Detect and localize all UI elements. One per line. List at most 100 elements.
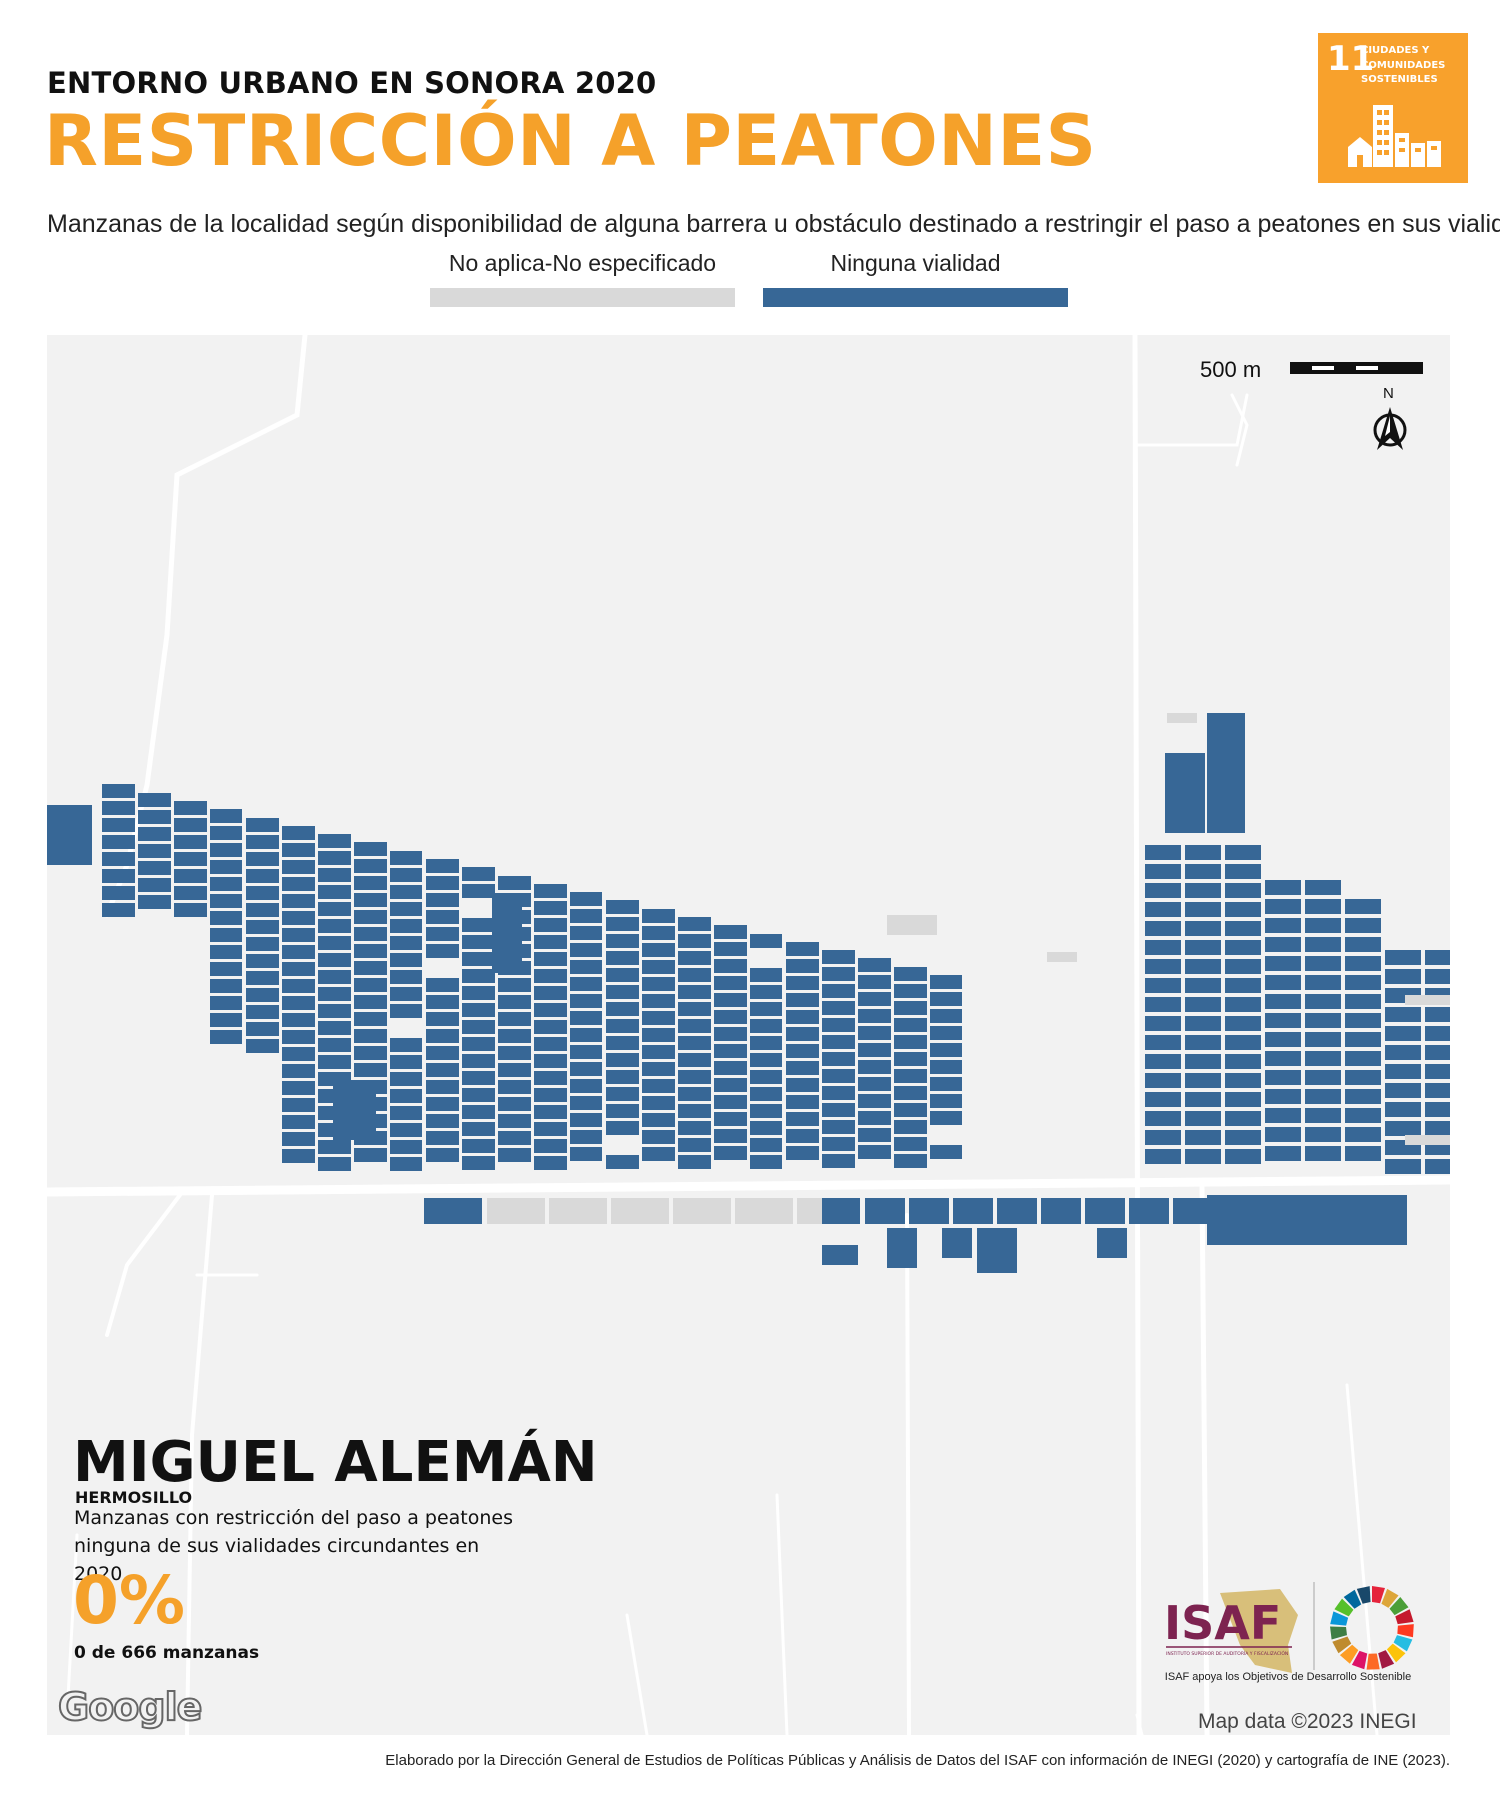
city-block[interactable] — [282, 928, 315, 942]
city-block[interactable] — [1185, 1130, 1221, 1145]
city-block[interactable] — [462, 969, 495, 983]
city-block[interactable] — [570, 1028, 602, 1042]
city-block[interactable] — [282, 996, 315, 1010]
city-block[interactable] — [390, 1038, 422, 1052]
city-block[interactable] — [354, 1012, 387, 1026]
city-block[interactable] — [1345, 1146, 1381, 1161]
city-block[interactable] — [390, 1106, 422, 1120]
city-block[interactable] — [1207, 713, 1245, 833]
city-block[interactable] — [1265, 1051, 1301, 1066]
city-block[interactable] — [930, 992, 962, 1006]
city-block[interactable] — [390, 1055, 422, 1069]
city-block[interactable] — [714, 925, 747, 939]
city-block[interactable] — [354, 1029, 387, 1043]
city-block[interactable] — [282, 894, 315, 908]
city-block[interactable] — [318, 1157, 351, 1171]
city-block[interactable] — [930, 1060, 962, 1074]
city-block[interactable] — [1185, 1111, 1221, 1126]
city-block[interactable] — [822, 1154, 855, 1168]
city-block[interactable] — [1145, 902, 1181, 917]
city-block[interactable] — [210, 979, 242, 993]
city-block[interactable] — [1345, 1013, 1381, 1028]
city-block[interactable] — [606, 1036, 639, 1050]
city-block[interactable] — [894, 984, 927, 998]
city-block[interactable] — [894, 1086, 927, 1100]
city-block[interactable] — [678, 1036, 711, 1050]
city-block[interactable] — [138, 793, 171, 807]
city-block[interactable] — [174, 835, 207, 849]
city-block[interactable] — [390, 1004, 422, 1018]
city-block[interactable] — [1345, 1108, 1381, 1123]
city-block[interactable] — [1185, 864, 1221, 879]
city-block[interactable] — [174, 869, 207, 883]
city-block[interactable] — [930, 1145, 962, 1159]
city-block[interactable] — [1225, 845, 1261, 860]
city-block[interactable] — [1345, 994, 1381, 1009]
city-block[interactable] — [1385, 1083, 1421, 1098]
city-block[interactable] — [858, 1111, 891, 1125]
city-block[interactable] — [1265, 994, 1301, 1009]
city-block[interactable] — [1265, 1089, 1301, 1104]
city-block[interactable] — [642, 943, 675, 957]
city-block[interactable] — [786, 993, 819, 1007]
city-block[interactable] — [498, 1114, 531, 1128]
city-block[interactable] — [354, 1148, 387, 1162]
city-block[interactable] — [1345, 899, 1381, 914]
city-block[interactable] — [1385, 1064, 1421, 1079]
city-block[interactable] — [1425, 1007, 1450, 1022]
city-block[interactable] — [642, 909, 675, 923]
city-block[interactable] — [534, 969, 567, 983]
city-block[interactable] — [1225, 1130, 1261, 1145]
city-block[interactable] — [534, 1003, 567, 1017]
city-block[interactable] — [210, 1013, 242, 1027]
city-block[interactable] — [534, 1156, 567, 1170]
city-block[interactable] — [1225, 1054, 1261, 1069]
city-block[interactable] — [930, 1009, 962, 1023]
city-block[interactable] — [498, 1131, 531, 1145]
city-block[interactable] — [210, 996, 242, 1010]
city-block[interactable] — [1425, 1064, 1450, 1079]
city-block[interactable] — [1305, 918, 1341, 933]
city-block[interactable] — [570, 1045, 602, 1059]
city-block[interactable] — [606, 1104, 639, 1118]
city-block[interactable] — [534, 986, 567, 1000]
city-block[interactable] — [174, 886, 207, 900]
city-block[interactable] — [1345, 1127, 1381, 1142]
city-block[interactable] — [390, 953, 422, 967]
city-block[interactable] — [678, 1155, 711, 1169]
city-block[interactable] — [210, 911, 242, 925]
city-block[interactable] — [1185, 1035, 1221, 1050]
city-block[interactable] — [858, 1128, 891, 1142]
city-block[interactable] — [534, 1088, 567, 1102]
city-block[interactable] — [714, 1112, 747, 1126]
city-block[interactable] — [534, 1054, 567, 1068]
city-block[interactable] — [498, 978, 531, 992]
city-block[interactable] — [822, 1086, 855, 1100]
city-block[interactable] — [570, 1147, 602, 1161]
city-block[interactable] — [1145, 1130, 1181, 1145]
city-block[interactable] — [1145, 1016, 1181, 1031]
city-block[interactable] — [642, 1130, 675, 1144]
city-block[interactable] — [678, 1053, 711, 1067]
city-block[interactable] — [1425, 950, 1450, 965]
city-block[interactable] — [534, 1037, 567, 1051]
city-block[interactable] — [1305, 975, 1341, 990]
city-block[interactable] — [822, 1198, 860, 1224]
city-block[interactable] — [318, 834, 351, 848]
city-block[interactable] — [894, 1052, 927, 1066]
city-block[interactable] — [246, 1039, 279, 1053]
city-block[interactable] — [570, 994, 602, 1008]
city-block[interactable] — [318, 936, 351, 950]
city-block[interactable] — [1185, 1092, 1221, 1107]
city-block[interactable] — [318, 987, 351, 1001]
city-block[interactable] — [611, 1198, 669, 1224]
city-block[interactable] — [750, 1070, 782, 1084]
city-block[interactable] — [894, 1035, 927, 1049]
city-block[interactable] — [858, 1043, 891, 1057]
city-block[interactable] — [1185, 902, 1221, 917]
city-block[interactable] — [1265, 1108, 1301, 1123]
city-block[interactable] — [642, 1096, 675, 1110]
city-block[interactable] — [1405, 1135, 1450, 1145]
city-block[interactable] — [1265, 880, 1301, 895]
city-block[interactable] — [822, 984, 855, 998]
